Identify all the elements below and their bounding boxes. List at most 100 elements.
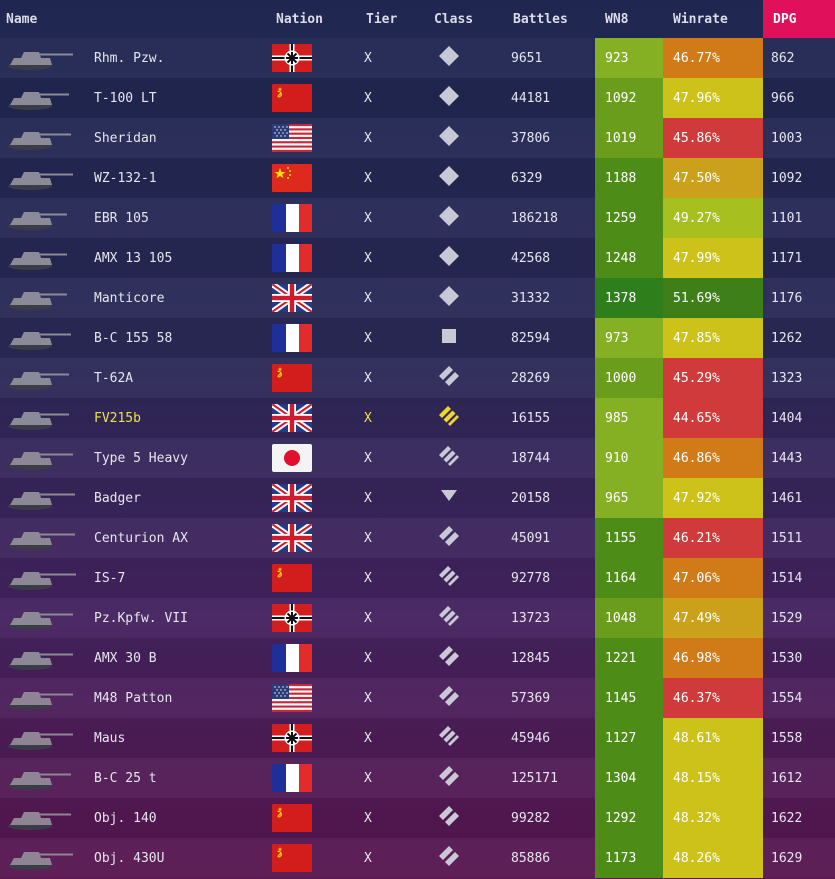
header-dpg[interactable]: DPG	[763, 0, 835, 38]
tank-icon	[0, 278, 88, 318]
winrate-value: 47.50%	[663, 158, 763, 198]
battles-value: 37806	[503, 118, 595, 158]
tank-name[interactable]: B-C 155 58	[88, 318, 266, 358]
tank-name[interactable]: T-100 LT	[88, 78, 266, 118]
table-row[interactable]: WZ-132-1 X 6329 1188 47.50% 1092	[0, 158, 835, 198]
flag-ussr-icon	[266, 358, 356, 398]
dpg-value: 1262	[763, 318, 835, 358]
medium-tank-icon	[424, 358, 503, 398]
tank-name[interactable]: B-C 25 t	[88, 758, 266, 798]
winrate-value: 45.29%	[663, 358, 763, 398]
tank-name[interactable]: Rhm. Pzw.	[88, 38, 266, 78]
tank-name[interactable]: M48 Patton	[88, 678, 266, 718]
header-name[interactable]: Name	[6, 11, 38, 27]
tier-value: X	[356, 318, 424, 358]
table-row[interactable]: B-C 25 t X 125171 1304 48.15% 1612	[0, 758, 835, 798]
table-row[interactable]: AMX 30 B X 12845 1221 46.98% 1530	[0, 638, 835, 678]
tank-name[interactable]: WZ-132-1	[88, 158, 266, 198]
table-header: Name Nation Tier Class Battles WN8 Winra…	[0, 0, 835, 38]
tank-icon	[0, 518, 88, 558]
wn8-value: 985	[595, 398, 663, 438]
table-row[interactable]: M48 Patton X 57369 1145 46.37% 1554	[0, 678, 835, 718]
heavy-tank-icon	[424, 558, 503, 598]
flag-japan-icon	[266, 438, 356, 478]
medium-tank-icon	[424, 678, 503, 718]
header-winrate[interactable]: Winrate	[673, 11, 728, 27]
winrate-value: 46.86%	[663, 438, 763, 478]
medium-tank-icon	[424, 798, 503, 838]
winrate-value: 44.65%	[663, 398, 763, 438]
tank-name[interactable]: T-62A	[88, 358, 266, 398]
table-row[interactable]: AMX 13 105 X 42568 1248 47.99% 1171	[0, 238, 835, 278]
dpg-value: 1514	[763, 558, 835, 598]
tank-destroyer-icon	[424, 478, 503, 518]
tank-name[interactable]: IS-7	[88, 558, 266, 598]
table-row[interactable]: B-C 155 58 X 82594 973 47.85% 1262	[0, 318, 835, 358]
header-class[interactable]: Class	[434, 11, 474, 27]
tank-name[interactable]: Centurion AX	[88, 518, 266, 558]
tank-name[interactable]: Type 5 Heavy	[88, 438, 266, 478]
winrate-value: 51.69%	[663, 278, 763, 318]
heavy-tank-icon	[424, 438, 503, 478]
dpg-value: 1404	[763, 398, 835, 438]
table-row[interactable]: T-62A X 28269 1000 45.29% 1323	[0, 358, 835, 398]
flag-france-icon	[266, 198, 356, 238]
tank-name[interactable]: Sheridan	[88, 118, 266, 158]
wn8-value: 1173	[595, 838, 663, 878]
table-row[interactable]: Pz.Kpfw. VII X 13723 1048 47.49% 1529	[0, 598, 835, 638]
tier-value: X	[356, 678, 424, 718]
tank-icon	[0, 38, 88, 78]
tank-name[interactable]: Manticore	[88, 278, 266, 318]
table-row[interactable]: EBR 105 X 186218 1259 49.27% 1101	[0, 198, 835, 238]
tank-icon	[0, 558, 88, 598]
table-row[interactable]: Badger X 20158 965 47.92% 1461	[0, 478, 835, 518]
table-row[interactable]: T-100 LT X 44181 1092 47.96% 966	[0, 78, 835, 118]
flag-france-icon	[266, 638, 356, 678]
table-row[interactable]: Maus X 45946 1127 48.61% 1558	[0, 718, 835, 758]
header-tier[interactable]: Tier	[366, 11, 398, 27]
table-row[interactable]: FV215b X 16155 985 44.65% 1404	[0, 398, 835, 438]
tank-name[interactable]: Pz.Kpfw. VII	[88, 598, 266, 638]
tank-name[interactable]: Obj. 140	[88, 798, 266, 838]
wn8-value: 1145	[595, 678, 663, 718]
table-row[interactable]: Obj. 140 X 99282 1292 48.32% 1622	[0, 798, 835, 838]
table-row[interactable]: Obj. 430U X 85886 1173 48.26% 1629	[0, 838, 835, 878]
heavy-tank-icon	[424, 598, 503, 638]
header-wn8[interactable]: WN8	[605, 11, 629, 27]
spg-icon	[424, 318, 503, 358]
table-row[interactable]: Type 5 Heavy X 18744 910 46.86% 1443	[0, 438, 835, 478]
wn8-value: 1259	[595, 198, 663, 238]
table-row[interactable]: IS-7 X 92778 1164 47.06% 1514	[0, 558, 835, 598]
tank-name[interactable]: EBR 105	[88, 198, 266, 238]
dpg-value: 1003	[763, 118, 835, 158]
flag-china-icon	[266, 158, 356, 198]
heavy-tank-premium-icon	[424, 398, 503, 438]
flag-usa-icon	[266, 678, 356, 718]
tier-value: X	[356, 118, 424, 158]
winrate-value: 46.77%	[663, 38, 763, 78]
table-row[interactable]: Manticore X 31332 1378 51.69% 1176	[0, 278, 835, 318]
tank-name[interactable]: FV215b	[88, 398, 266, 438]
tank-name[interactable]: Maus	[88, 718, 266, 758]
tank-name[interactable]: AMX 13 105	[88, 238, 266, 278]
tank-name[interactable]: Badger	[88, 478, 266, 518]
table-row[interactable]: Rhm. Pzw. X 9651 923 46.77% 862	[0, 38, 835, 78]
medium-tank-icon	[424, 758, 503, 798]
flag-france-icon	[266, 238, 356, 278]
tank-name[interactable]: AMX 30 B	[88, 638, 266, 678]
tank-name[interactable]: Obj. 430U	[88, 838, 266, 878]
dpg-value: 1171	[763, 238, 835, 278]
winrate-value: 47.96%	[663, 78, 763, 118]
dpg-value: 1530	[763, 638, 835, 678]
table-row[interactable]: Sheridan X 37806 1019 45.86% 1003	[0, 118, 835, 158]
battles-value: 6329	[503, 158, 595, 198]
flag-germany-icon	[266, 598, 356, 638]
wn8-value: 923	[595, 38, 663, 78]
flag-usa-icon	[266, 118, 356, 158]
header-nation[interactable]: Nation	[276, 11, 323, 27]
dpg-value: 1511	[763, 518, 835, 558]
header-battles[interactable]: Battles	[513, 11, 568, 27]
dpg-value: 1554	[763, 678, 835, 718]
table-row[interactable]: Centurion AX X 45091 1155 46.21% 1511	[0, 518, 835, 558]
